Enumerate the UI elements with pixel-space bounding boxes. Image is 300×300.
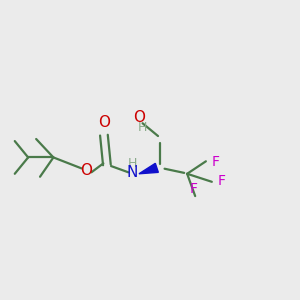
- Polygon shape: [139, 163, 158, 174]
- Text: O: O: [80, 163, 92, 178]
- Text: H: H: [138, 121, 147, 134]
- Text: O: O: [133, 110, 145, 125]
- Text: N: N: [127, 165, 138, 180]
- Text: F: F: [218, 174, 226, 188]
- Text: H: H: [128, 157, 137, 170]
- Text: F: F: [190, 182, 198, 196]
- Text: F: F: [212, 155, 220, 169]
- Text: O: O: [98, 115, 110, 130]
